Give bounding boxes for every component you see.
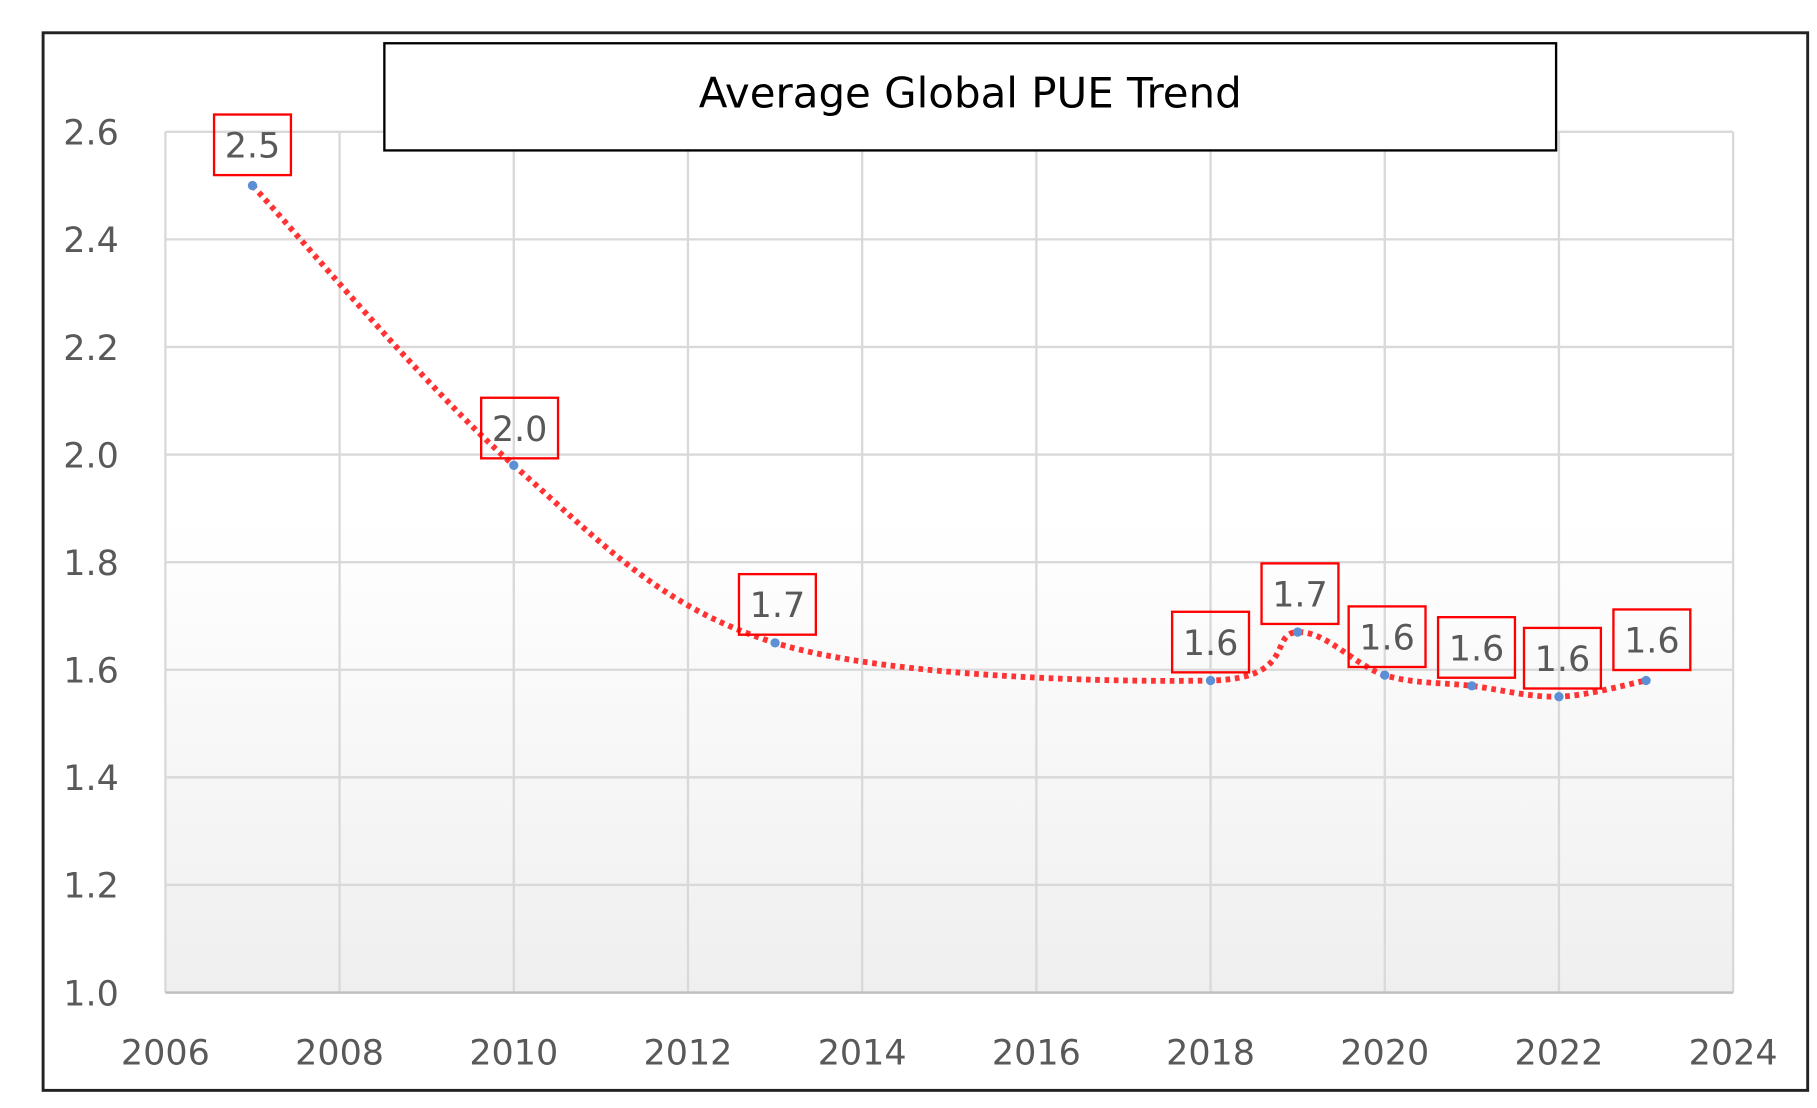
data-point	[247, 180, 258, 191]
data-point	[1205, 675, 1216, 686]
data-point	[1641, 675, 1651, 686]
data-label: 1.7	[750, 586, 806, 626]
data-label-box	[1522, 626, 1603, 690]
data-point	[1554, 691, 1564, 702]
y-tick-label: 1.2	[63, 867, 119, 907]
data-label: 1.6	[1449, 629, 1505, 669]
data-label-box	[1260, 562, 1340, 626]
data-label-box	[1436, 616, 1517, 679]
chart-title: Average Global PUE Trend	[699, 68, 1242, 117]
y-tick-label: 2.4	[63, 221, 119, 261]
data-label: 2.0	[492, 410, 548, 450]
data-label: 1.6	[1183, 624, 1239, 664]
x-tick-label: 2024	[1689, 1034, 1778, 1074]
data-label-box	[1347, 605, 1427, 669]
x-tick-label: 2008	[295, 1034, 384, 1074]
x-tick-label: 2022	[1514, 1034, 1603, 1074]
x-tick-label: 2010	[469, 1034, 558, 1074]
data-point	[1380, 670, 1390, 680]
y-tick-label: 2.2	[63, 329, 119, 369]
data-label: 1.7	[1272, 575, 1328, 615]
data-label-box	[212, 113, 293, 177]
data-label: 1.6	[1359, 619, 1415, 659]
y-tick-label: 1.0	[63, 974, 119, 1014]
data-point	[1467, 681, 1477, 691]
data-label: 1.6	[1535, 640, 1591, 680]
data-label-box	[480, 396, 560, 460]
data-point	[1292, 627, 1303, 637]
data-label-box	[737, 572, 818, 636]
y-tick-label: 2.0	[63, 436, 119, 476]
data-point	[770, 638, 780, 648]
data-label: 1.6	[1624, 622, 1680, 662]
y-tick-label: 1.4	[63, 759, 119, 799]
y-tick-label: 2.6	[63, 114, 119, 154]
x-tick-label: 2016	[992, 1034, 1081, 1074]
x-tick-label: 2012	[644, 1034, 733, 1074]
data-point	[509, 460, 519, 470]
title-box	[383, 42, 1558, 152]
x-tick-label: 2006	[121, 1034, 210, 1074]
y-tick-label: 1.8	[63, 544, 119, 584]
data-label: 2.5	[225, 127, 281, 167]
x-tick-label: 2018	[1166, 1034, 1255, 1074]
data-label-box	[1170, 610, 1251, 674]
data-label-box	[1612, 608, 1692, 672]
x-tick-label: 2020	[1340, 1034, 1429, 1074]
x-tick-label: 2014	[818, 1034, 907, 1074]
y-tick-label: 1.6	[63, 652, 119, 692]
